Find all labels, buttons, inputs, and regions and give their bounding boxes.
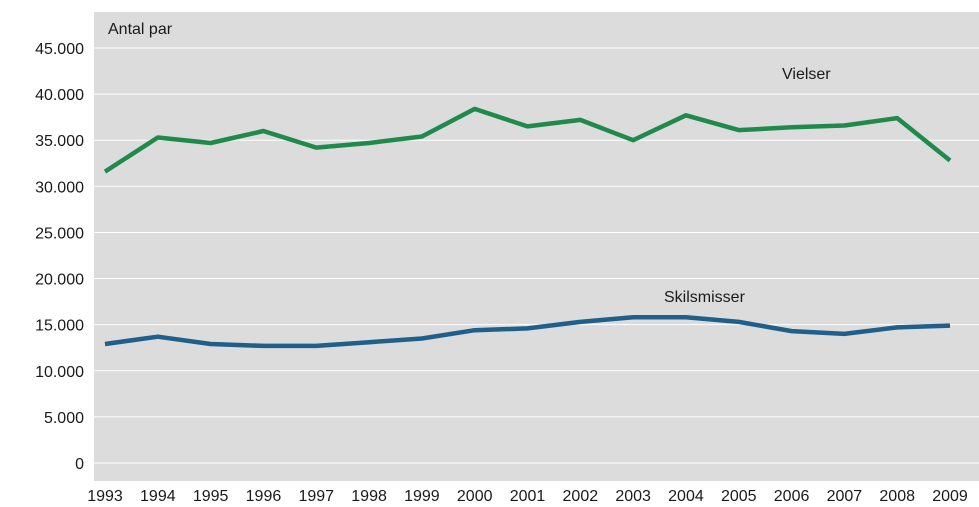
x-tick-label: 2002 — [563, 488, 599, 505]
y-tick-label: 35.000 — [35, 133, 84, 150]
y-tick-label: 40.000 — [35, 87, 84, 104]
y-tick-label: 0 — [75, 456, 84, 473]
y-tick-label: 20.000 — [35, 272, 84, 289]
y-axis-tick-labels: 0 5.000 10.000 15.000 20.000 25.000 30.000 35.0… — [35, 41, 84, 473]
x-tick-label: 2009 — [932, 488, 968, 505]
x-tick-label: 1994 — [140, 488, 176, 505]
x-tick-label: 1999 — [404, 488, 440, 505]
series-label-vielser: Vielser — [782, 66, 831, 83]
y-tick-label: 45.000 — [35, 41, 84, 58]
series-line-skilsmisser — [104, 315, 951, 349]
x-tick-label: 2005 — [721, 488, 757, 505]
x-tick-label: 2003 — [615, 488, 651, 505]
plot-background — [94, 12, 979, 481]
y-axis-title: Antal par — [108, 21, 173, 38]
data-series: Vielser Skilsmisser — [103, 66, 952, 349]
series-line-vielser — [103, 106, 952, 174]
y-tick-label: 15.000 — [35, 318, 84, 335]
y-tick-label: 30.000 — [35, 179, 84, 196]
x-axis-tick-labels: 1993 1994 1995 1996 1997 1998 1999 2000 2001 2002… — [87, 488, 968, 505]
x-tick-label: 1996 — [246, 488, 282, 505]
x-tick-label: 1997 — [298, 488, 334, 505]
gridlines — [94, 47, 979, 464]
y-tick-label: 5.000 — [44, 410, 84, 427]
x-tick-label: 1998 — [351, 488, 387, 505]
x-tick-label: 2004 — [668, 488, 704, 505]
x-tick-label: 2006 — [774, 488, 810, 505]
series-label-skilsmisser: Skilsmisser — [664, 289, 746, 306]
y-tick-label: 10.000 — [35, 364, 84, 381]
x-tick-label: 2000 — [457, 488, 493, 505]
x-tick-label: 1995 — [193, 488, 229, 505]
x-tick-label: 2007 — [827, 488, 863, 505]
x-tick-label: 1993 — [87, 488, 123, 505]
x-tick-label: 2008 — [879, 488, 915, 505]
x-tick-label: 2001 — [510, 488, 546, 505]
y-tick-label: 25.000 — [35, 225, 84, 242]
